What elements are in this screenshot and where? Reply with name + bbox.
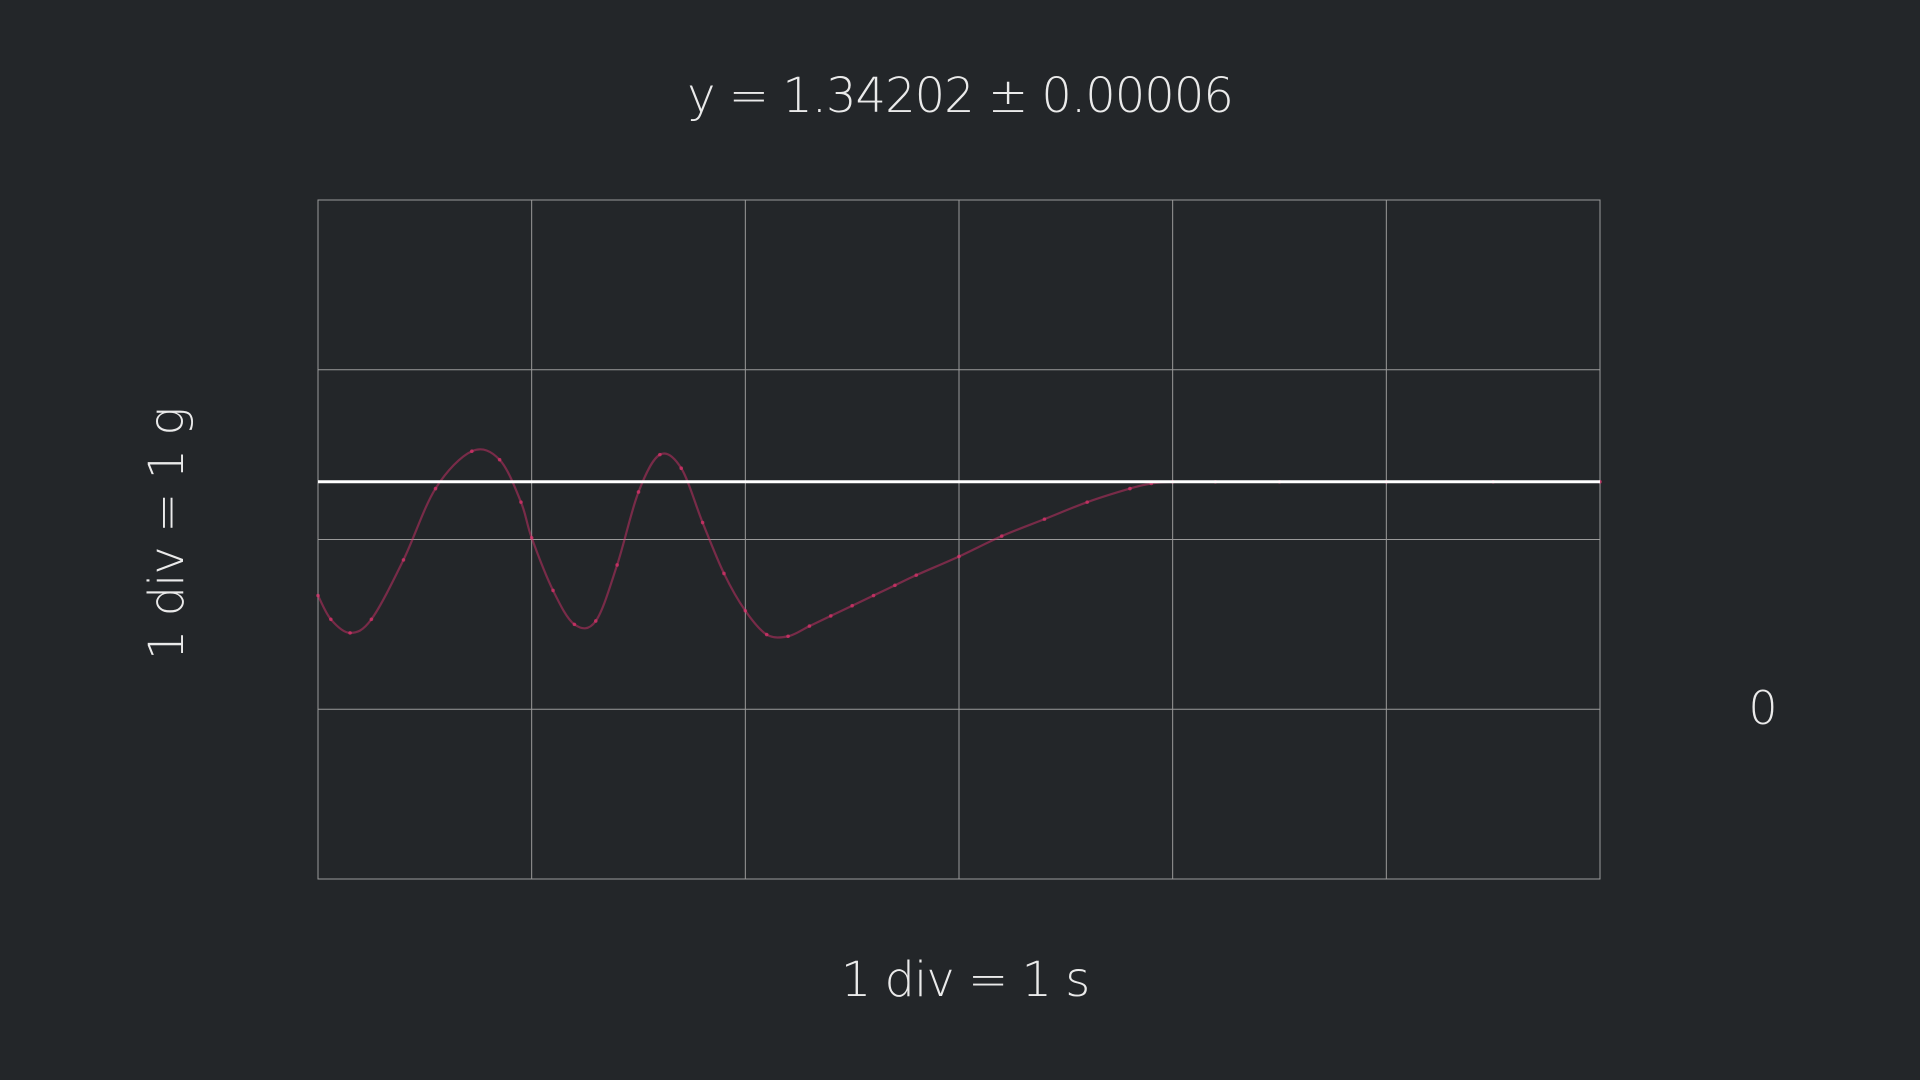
data-point (316, 593, 320, 598)
data-point (893, 583, 897, 588)
data-point (871, 593, 876, 598)
data-point (615, 563, 619, 567)
data-point (1128, 486, 1132, 491)
data-point (636, 490, 641, 494)
data-point (497, 457, 502, 462)
data-point (743, 608, 748, 613)
data-point (999, 534, 1004, 538)
y-axis-label: 1 div = 1 g (139, 407, 195, 661)
data-point (519, 500, 523, 504)
data-point (529, 536, 534, 540)
grid (317, 199, 1601, 880)
data-point (722, 571, 726, 576)
data-point (329, 617, 333, 622)
data-point (593, 619, 598, 623)
data-point (470, 449, 474, 454)
data-point (700, 520, 705, 525)
data-point (658, 452, 662, 457)
zero-readout: 0 (1748, 681, 1778, 735)
data-point (1085, 500, 1089, 504)
data-point (348, 631, 352, 635)
data-point (572, 622, 577, 627)
data-point (551, 588, 555, 593)
data-point (679, 466, 684, 471)
data-point (914, 573, 919, 577)
data-point (850, 603, 854, 608)
data-point (401, 558, 406, 562)
chart-title: y = 1.34202 ± 0.00006 (687, 68, 1234, 124)
data-point (807, 624, 812, 628)
data-point (829, 614, 833, 618)
data-point (786, 634, 790, 639)
data-point (764, 632, 769, 637)
data-point (369, 617, 374, 622)
data-point (433, 486, 438, 491)
x-axis-label: 1 div = 1 s (840, 952, 1091, 1008)
data-point (957, 554, 961, 559)
data-point (1042, 517, 1047, 521)
